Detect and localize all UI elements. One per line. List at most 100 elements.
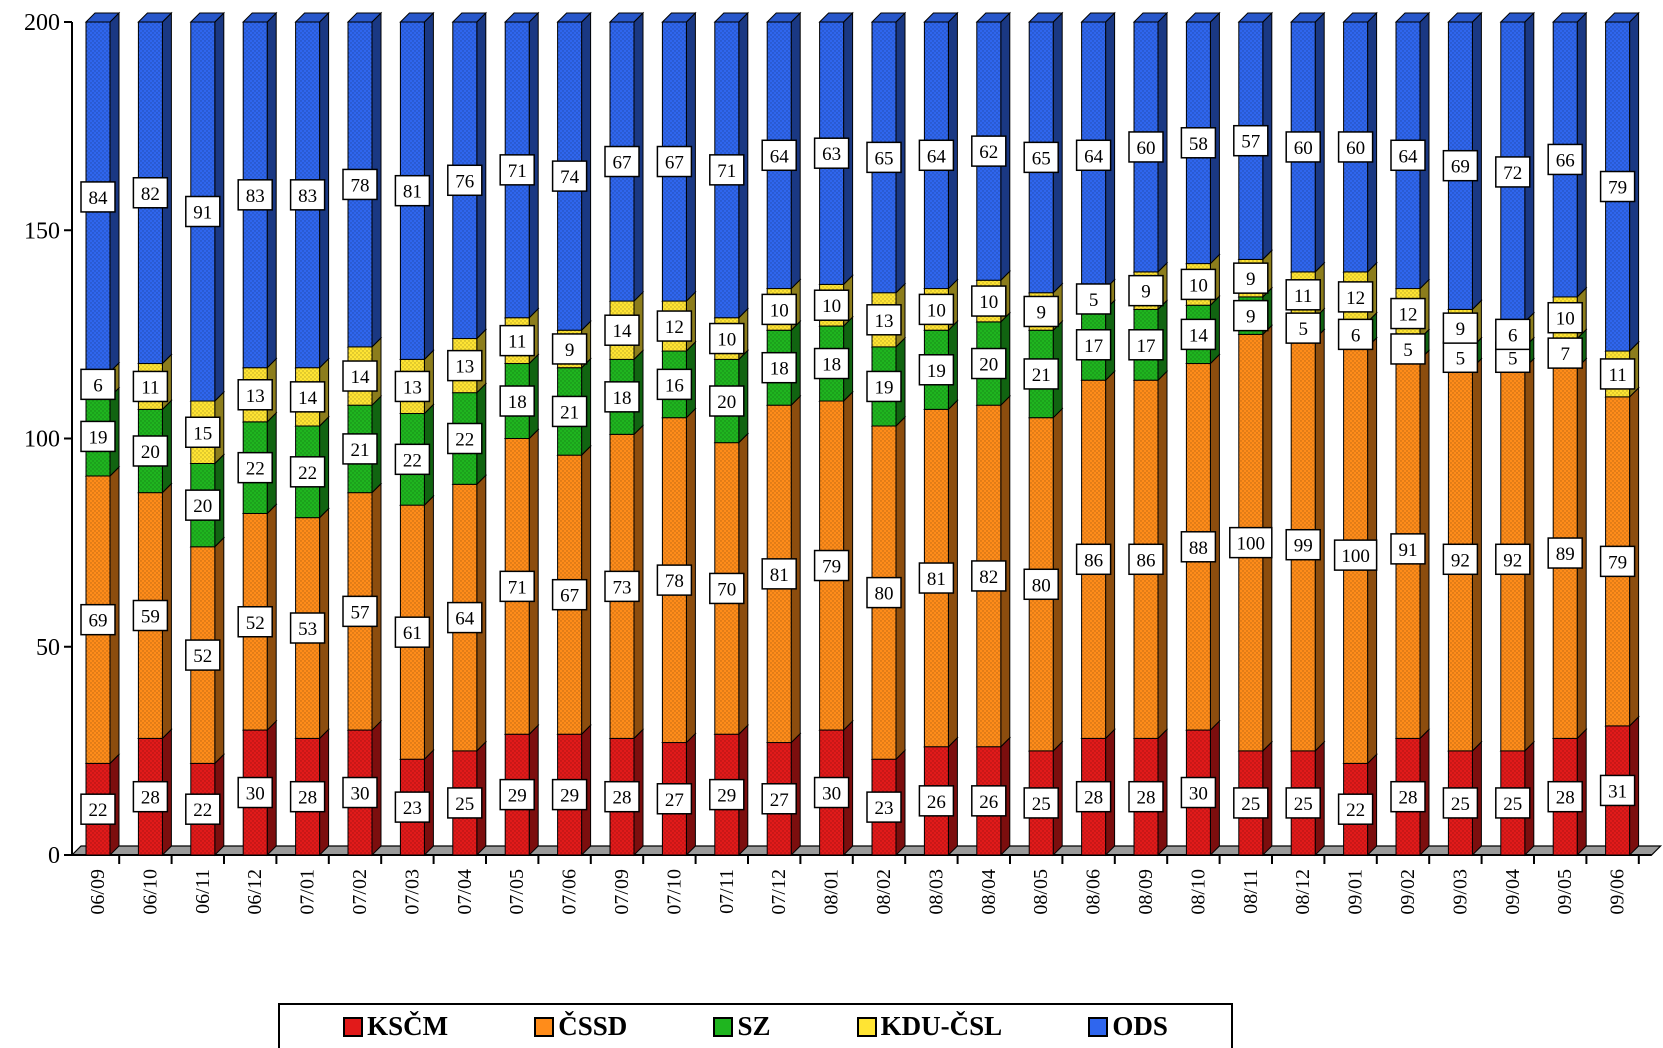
svg-text:64: 64 [1399, 146, 1419, 167]
svg-text:92: 92 [1451, 550, 1470, 571]
svg-text:21: 21 [351, 440, 370, 461]
data-label: 13 [394, 370, 431, 403]
svg-text:64: 64 [1084, 146, 1104, 167]
data-label: 10 [761, 293, 797, 326]
data-label: 20 [132, 435, 169, 467]
data-label: 28 [289, 780, 326, 813]
x-category-label: 09/04 [1502, 869, 1524, 915]
data-label: 18 [604, 381, 640, 413]
svg-text:52: 52 [193, 646, 212, 667]
data-label: 70 [709, 572, 745, 605]
legend-label: KDU-ČSL [880, 1011, 1003, 1041]
svg-text:59: 59 [141, 607, 160, 628]
data-label: 6 [1495, 318, 1531, 351]
legend-swatch [1088, 1016, 1109, 1037]
svg-text:53: 53 [298, 619, 317, 640]
data-label: 15 [185, 416, 221, 449]
svg-text:5: 5 [1456, 348, 1466, 369]
svg-text:52: 52 [246, 613, 265, 634]
svg-text:84: 84 [89, 188, 109, 209]
data-label: 64 [1390, 139, 1426, 172]
legend-label: ČSSD [558, 1011, 628, 1041]
svg-text:5: 5 [1089, 290, 1099, 311]
data-label: 26 [971, 785, 1007, 817]
svg-text:5: 5 [1403, 340, 1413, 361]
svg-text:81: 81 [770, 565, 789, 586]
svg-text:64: 64 [455, 609, 475, 630]
data-label: 18 [813, 347, 850, 380]
svg-text:22: 22 [246, 459, 265, 480]
data-label: 27 [656, 783, 693, 815]
data-label: 11 [132, 370, 169, 403]
bar-segment [975, 311, 1012, 407]
data-label: 21 [342, 433, 378, 465]
svg-text:82: 82 [141, 184, 160, 205]
data-label: 10 [1547, 301, 1583, 334]
data-label: 13 [447, 349, 483, 382]
data-label: 82 [971, 560, 1007, 592]
svg-text:19: 19 [927, 361, 946, 382]
svg-text:64: 64 [770, 146, 790, 167]
legend-label: KSČM [367, 1011, 449, 1041]
data-label: 69 [80, 603, 116, 636]
svg-text:26: 26 [927, 792, 946, 813]
x-category-label: 08/04 [978, 869, 1000, 915]
svg-text:20: 20 [141, 442, 160, 463]
svg-text:17: 17 [1084, 336, 1103, 357]
data-label: 13 [237, 379, 273, 411]
data-label: 71 [499, 570, 535, 603]
svg-text:83: 83 [298, 186, 317, 207]
data-label: 11 [499, 324, 535, 357]
svg-text:20: 20 [979, 355, 998, 376]
svg-text:10: 10 [717, 330, 736, 351]
svg-text:25: 25 [455, 794, 474, 815]
svg-text:80: 80 [875, 584, 894, 605]
svg-text:6: 6 [1508, 325, 1518, 346]
legend-item: ODS [1088, 1011, 1168, 1042]
svg-text:12: 12 [665, 317, 684, 338]
data-label: 13 [866, 304, 902, 336]
y-tick-label: 0 [48, 843, 60, 869]
data-label: 67 [551, 578, 588, 611]
data-label: 9 [1233, 262, 1269, 294]
data-label: 12 [1390, 297, 1426, 330]
svg-text:78: 78 [665, 571, 684, 592]
data-label: 5 [1390, 333, 1426, 365]
svg-text:71: 71 [717, 161, 736, 182]
svg-text:14: 14 [1189, 325, 1209, 346]
svg-text:83: 83 [246, 186, 265, 207]
data-label: 9 [551, 333, 588, 365]
legend-swatch [343, 1016, 364, 1037]
data-label: 88 [1180, 531, 1217, 563]
svg-text:25: 25 [1294, 794, 1313, 815]
data-label: 73 [604, 570, 640, 603]
svg-text:27: 27 [665, 790, 684, 811]
x-category-label: 08/10 [1187, 869, 1209, 915]
svg-text:19: 19 [875, 377, 894, 398]
data-label: 11 [1599, 358, 1636, 390]
legend-item: SZ [713, 1011, 770, 1042]
data-label: 9 [1023, 295, 1059, 328]
svg-text:22: 22 [455, 430, 474, 451]
data-label: 60 [1128, 131, 1164, 163]
svg-text:18: 18 [770, 359, 789, 380]
svg-text:60: 60 [1346, 138, 1365, 159]
svg-text:57: 57 [351, 602, 370, 623]
x-category-label: 08/03 [925, 869, 947, 915]
x-category-label: 09/03 [1449, 869, 1471, 915]
data-label: 78 [656, 564, 693, 596]
data-label: 64 [761, 139, 797, 172]
data-label: 65 [866, 141, 902, 174]
data-label: 10 [709, 322, 745, 355]
svg-text:23: 23 [403, 798, 422, 819]
svg-text:79: 79 [1608, 552, 1627, 573]
data-label: 60 [1285, 131, 1321, 163]
svg-text:28: 28 [613, 788, 632, 809]
svg-text:29: 29 [717, 786, 736, 807]
data-label: 25 [1495, 787, 1531, 819]
svg-text:23: 23 [875, 798, 894, 819]
svg-text:58: 58 [1189, 134, 1208, 155]
svg-text:80: 80 [1032, 575, 1051, 596]
data-label: 89 [1547, 537, 1583, 569]
svg-text:69: 69 [89, 611, 108, 632]
